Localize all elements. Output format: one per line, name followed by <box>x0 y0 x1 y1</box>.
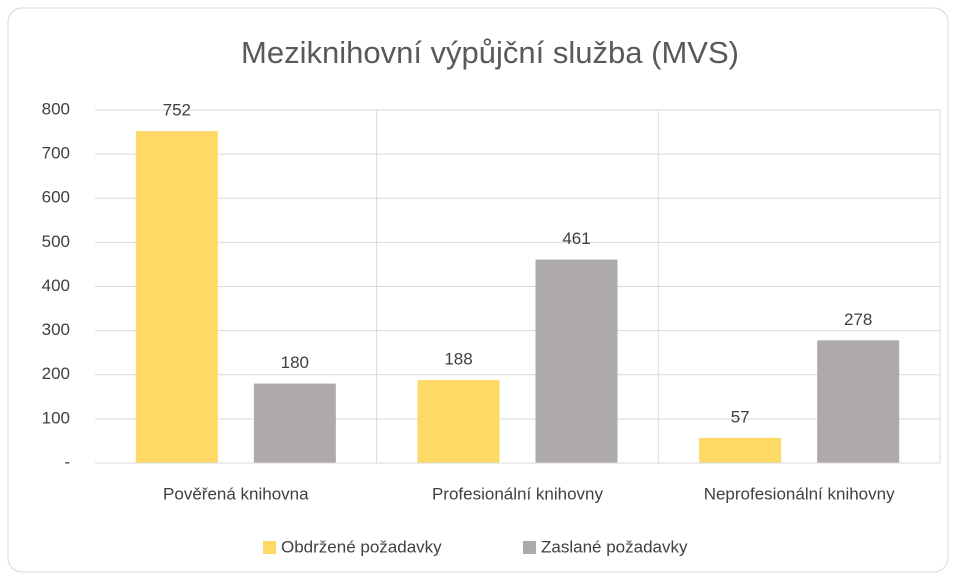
y-tick-label: 700 <box>42 144 70 163</box>
data-label: 57 <box>731 407 750 426</box>
bar <box>253 383 336 463</box>
y-tick-label: 500 <box>42 232 70 251</box>
bar <box>535 259 618 463</box>
legend-swatch <box>523 541 536 554</box>
data-label: 461 <box>562 229 590 248</box>
bar <box>417 380 500 463</box>
bar <box>135 131 218 463</box>
x-tick-label: Profesionální knihovny <box>432 484 604 503</box>
y-tick-label: 600 <box>42 188 70 207</box>
legend-swatch <box>263 541 276 554</box>
y-tick-label: 200 <box>42 364 70 383</box>
data-label: 752 <box>163 101 191 120</box>
legend-label: Zaslané požadavky <box>541 537 688 556</box>
data-label: 188 <box>444 350 472 369</box>
y-tick-label: 300 <box>42 320 70 339</box>
x-tick-label: Neprofesionální knihovny <box>704 484 895 503</box>
y-tick-label: - <box>64 452 70 471</box>
legend-label: Obdržené požadavky <box>281 537 442 556</box>
bar <box>817 340 900 463</box>
chart-frame <box>7 7 949 573</box>
bar <box>699 437 782 463</box>
x-tick-label: Pověřená knihovna <box>163 484 309 503</box>
data-label: 180 <box>281 353 309 372</box>
y-tick-label: 100 <box>42 408 70 427</box>
data-label: 278 <box>844 310 872 329</box>
y-tick-label: 400 <box>42 276 70 295</box>
y-tick-label: 800 <box>42 99 70 118</box>
chart-title: Meziknihovní výpůjční služba (MVS) <box>241 35 739 70</box>
